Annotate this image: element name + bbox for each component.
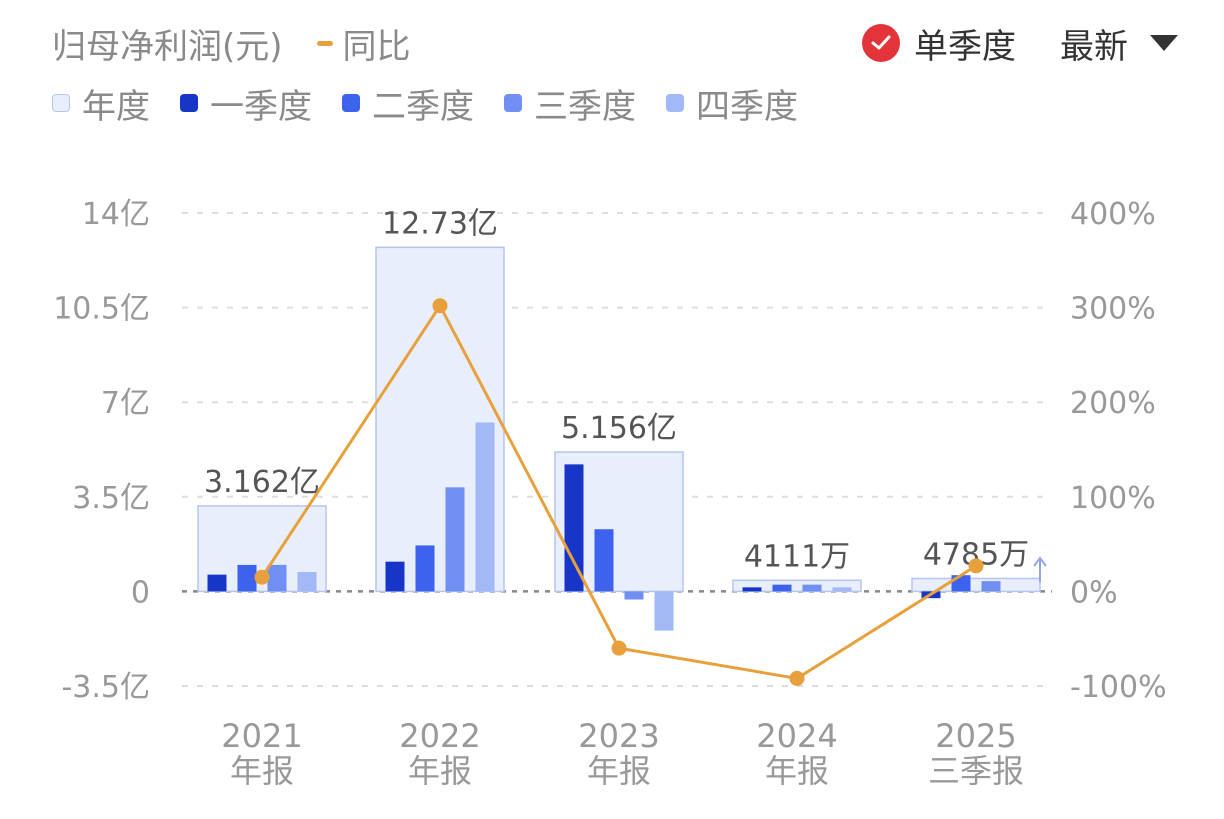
quarter-bar (772, 584, 792, 592)
quarter-bar (654, 591, 674, 631)
yoy-point (254, 569, 270, 585)
y-left-tick-label: 0 (131, 575, 150, 610)
annual-data-label: 12.73亿 (382, 206, 498, 241)
yoy-point (968, 558, 984, 574)
quarter-bar (267, 564, 287, 592)
legend-item-q1[interactable]: 一季度 (180, 79, 312, 128)
axis-tick-labels: 14亿 10.5亿 7亿 3.5亿 0 -3.5亿 400% 300% 200% 100% 0% -1… (53, 197, 1166, 705)
quarter-bar (207, 574, 227, 592)
legend-item-q2[interactable]: 二季度 (342, 79, 474, 128)
quarter-bar (594, 529, 614, 592)
quarter-bar (832, 587, 852, 592)
period-dropdown-value[interactable]: 最新 (1060, 26, 1128, 67)
chevron-down-icon[interactable] (1150, 35, 1178, 51)
legend-swatch-q2 (342, 94, 360, 112)
legend-label-q2: 二季度 (372, 86, 474, 127)
annual-bar (732, 579, 862, 593)
grid-lines (182, 212, 1052, 687)
quarter-bar (742, 587, 762, 592)
y-right-tick-label: 100% (1070, 481, 1156, 516)
x-tick-label: 2023 (578, 717, 659, 755)
quarter-bar (564, 464, 584, 592)
x-tick-label: 2025 (935, 717, 1016, 755)
x-tick-label: 年报 (765, 752, 829, 790)
x-tick-label: 2022 (399, 717, 480, 755)
legend-label-q1: 一季度 (210, 86, 312, 127)
quarter-bar (475, 422, 495, 592)
title-row: 归母净利润(元) 同比 (52, 18, 411, 68)
legend-swatch-q4 (666, 94, 684, 112)
x-tick-label: 三季报 (928, 752, 1024, 790)
y-left-tick-label: 10.5亿 (53, 292, 150, 327)
quarter-bar (385, 561, 405, 592)
quarter-bar (624, 591, 644, 600)
y-left-tick-label: -3.5亿 (61, 670, 150, 705)
yoy-legend-marker (316, 40, 333, 46)
y-left-tick-label: 14亿 (82, 197, 150, 232)
legend-swatch-q1 (180, 94, 198, 112)
legend-swatch-q3 (504, 94, 522, 112)
legend-item-q3[interactable]: 三季度 (504, 79, 636, 128)
x-tick-label: 年报 (230, 752, 294, 790)
chart-header: 归母净利润(元) 同比 单季度 最新 年度 一季度 二季度 三季度 (0, 0, 1224, 140)
single-quarter-toggle-label[interactable]: 单季度 (914, 26, 1016, 67)
chart-controls: 单季度 最新 (862, 18, 1178, 68)
legend-label-q3: 三季度 (534, 86, 636, 127)
quarter-bar (951, 575, 971, 592)
chart-title: 归母净利润(元) (52, 26, 283, 67)
quarter-bar (981, 581, 1001, 592)
quarter-bar (297, 571, 317, 592)
yoy-line-series (254, 298, 984, 686)
x-tick-label: 2021 (221, 717, 302, 755)
annual-bar (911, 577, 1041, 593)
y-right-tick-label: 0% (1070, 575, 1118, 610)
quarter-bar (415, 545, 435, 592)
x-tick-label: 2024 (756, 717, 837, 755)
checkmark-icon (871, 35, 891, 50)
yoy-legend-label: 同比 (342, 26, 411, 67)
y-right-tick-label: 200% (1070, 386, 1156, 421)
legend-item-q4[interactable]: 四季度 (666, 79, 798, 128)
legend-item-annual[interactable]: 年度 (52, 79, 150, 128)
yoy-point (432, 298, 448, 314)
y-left-tick-label: 7亿 (101, 386, 150, 421)
y-left-tick-label: 3.5亿 (72, 481, 150, 516)
net-profit-chart: 14亿 10.5亿 7亿 3.5亿 0 -3.5亿 400% 300% 200% 100% 0% -1… (53, 197, 1166, 790)
annual-data-label: 3.162亿 (204, 465, 320, 500)
legend-swatch-annual (52, 94, 70, 112)
y-right-tick-label: 300% (1070, 292, 1156, 327)
y-right-tick-label: 400% (1070, 197, 1156, 232)
quarter-bar (445, 487, 465, 592)
x-tick-label: 年报 (587, 752, 651, 790)
arrow-up-icon (1033, 556, 1047, 582)
legend-label-annual: 年度 (82, 86, 150, 127)
legend-label-q4: 四季度 (696, 86, 798, 127)
single-quarter-checkbox[interactable] (862, 24, 900, 62)
quarter-bar (237, 564, 257, 592)
annual-data-label: 5.156亿 (561, 411, 677, 446)
quarter-bar (802, 584, 822, 592)
x-tick-label: 年报 (408, 752, 472, 790)
series-legend: 年度 一季度 二季度 三季度 四季度 (52, 79, 828, 128)
y-right-tick-label: -100% (1070, 670, 1167, 705)
yoy-point (611, 640, 627, 656)
annual-data-label: 4111万 (744, 539, 850, 574)
yoy-point (789, 670, 805, 686)
